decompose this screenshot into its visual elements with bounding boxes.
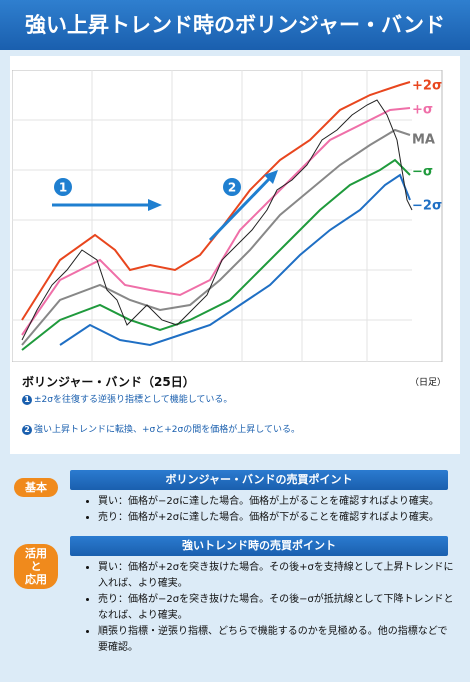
section-tag: 活用と応用 <box>14 544 58 589</box>
marker-circle <box>54 178 72 196</box>
note: 2 強い上昇トレンドに転換、+σと+2σの間を価格が上昇している。 <box>22 422 300 435</box>
point: 買い：価格が+2σを突き抜けた場合。その後+σを支持線として上昇トレンドに入れば… <box>98 560 456 592</box>
plot-frame <box>12 70 443 362</box>
section-heading: ボリンジャー・バンドの売買ポイント <box>70 470 448 490</box>
point: 売り：価格が+2σに達した場合。価格が下がることを確認すればより確実。 <box>98 510 456 526</box>
section-heading: 強いトレンド時の売買ポイント <box>70 536 448 556</box>
chart-caption: ボリンジャー・バンド（25日） <box>22 375 195 389</box>
section-tag: 基本 <box>14 478 58 497</box>
bands <box>21 81 411 351</box>
note: 1 ±2σを往復する逆張り指標として機能している。 <box>22 392 232 405</box>
section: 活用と応用強いトレンド時の売買ポイント買い：価格が+2σを突き抜けた場合。その後… <box>0 536 470 656</box>
price <box>21 99 413 341</box>
band-label: +σ <box>412 103 433 118</box>
point: 買い：価格が−2σに達した場合。価格が上がることを確認すればより確実。 <box>98 494 456 510</box>
point-list: 買い：価格が+2σを突き抜けた場合。その後+σを支持線として上昇トレンドに入れば… <box>88 560 470 656</box>
band-label: −2σ <box>412 199 442 214</box>
marker-number: 1 <box>59 181 67 195</box>
band-label: −σ <box>412 165 433 180</box>
point: 順張り指標・逆張り指標、どちらで機能するのかを見極める。他の指標などで要確認。 <box>98 624 456 656</box>
band-label: +2σ <box>412 79 442 94</box>
marker-circle <box>223 178 241 196</box>
tag-text: 活用 <box>25 547 47 560</box>
tag-text: 基本 <box>25 481 47 494</box>
note-number: 2 <box>22 425 32 435</box>
band-label: MA <box>412 133 435 148</box>
tag-text: 応用 <box>25 573 47 586</box>
marker-number: 2 <box>228 181 236 195</box>
point-list: 買い：価格が−2σに達した場合。価格が上がることを確認すればより確実。売り：価格… <box>88 494 470 526</box>
note-text: ±2σを往復する逆張り指標として機能している。 <box>34 395 233 405</box>
title: 強い上昇トレンド時のボリンジャー・バンド <box>0 0 470 50</box>
chart-unit: （日足） <box>410 378 447 388</box>
tag-text: と <box>30 560 42 573</box>
arrows <box>52 170 278 242</box>
sections: 基本 ボリンジャー・バンドの売買ポイント買い：価格が−2σに達した場合。価格が上が… <box>0 470 470 666</box>
chart: +2σ +σ MA −σ −2σ 1 2 <box>12 70 443 362</box>
section: 基本 ボリンジャー・バンドの売買ポイント買い：価格が−2σに達した場合。価格が上が… <box>0 470 470 526</box>
point: 売り：価格が−2σを突き抜けた場合。その後−σが抵抗線として下降トレンドとなれば… <box>98 592 456 624</box>
note-text: 強い上昇トレンドに転換、+σと+2σの間を価格が上昇している。 <box>34 425 300 435</box>
note-number: 1 <box>22 395 32 405</box>
